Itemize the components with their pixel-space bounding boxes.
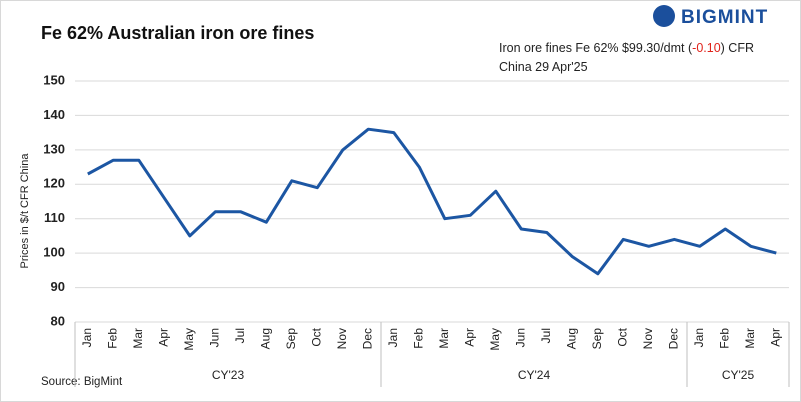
x-tick-label: Dec xyxy=(360,328,374,349)
x-tick-label: May xyxy=(488,328,502,351)
y-tick-label: 110 xyxy=(44,210,65,225)
x-tick-label: Jul xyxy=(233,328,247,343)
x-tick-label: Sep xyxy=(590,328,604,350)
x-tick-label: Mar xyxy=(131,328,145,349)
note-change: -0.10 xyxy=(692,41,721,55)
y-tick-label: 140 xyxy=(43,107,65,122)
x-tick-label: Feb xyxy=(717,328,731,349)
logo-text: BIGMINT xyxy=(681,7,769,28)
x-tick-label: Apr xyxy=(768,328,782,347)
x-tick-label: Apr xyxy=(462,328,476,347)
x-tick-label: Jul xyxy=(539,328,553,343)
x-tick-label: Apr xyxy=(156,328,170,347)
source: Source: BigMint xyxy=(41,376,123,388)
x-tick-label: Jun xyxy=(207,328,221,347)
x-group-label: CY'23 xyxy=(212,368,245,382)
x-tick-label: May xyxy=(182,328,196,351)
y-tick-label: 150 xyxy=(43,72,65,87)
x-tick-label: Nov xyxy=(641,328,655,349)
x-group-label: CY'25 xyxy=(722,368,755,382)
note-text: Iron ore fines Fe 62% $99.30/dmt ( xyxy=(499,41,693,55)
x-tick-label: Jan xyxy=(692,328,706,347)
x-tick-label: Aug xyxy=(564,328,578,349)
x-tick-label: Jun xyxy=(513,328,527,347)
x-tick-label: Dec xyxy=(666,328,680,349)
x-tick-label: Aug xyxy=(258,328,272,349)
x-tick-label: Feb xyxy=(411,328,425,349)
y-tick-label: 100 xyxy=(43,245,65,260)
logo-icon xyxy=(653,5,675,27)
x-tick-label: Mar xyxy=(437,328,451,349)
x-tick-label: Feb xyxy=(105,328,119,349)
price-note: Iron ore fines Fe 62% $99.30/dmt (-0.10)… xyxy=(499,39,789,77)
x-tick-label: Oct xyxy=(615,327,629,346)
y-tick-label: 90 xyxy=(51,279,65,294)
x-tick-label: Jan xyxy=(80,328,94,347)
y-tick-label: 120 xyxy=(43,176,65,191)
data-line xyxy=(87,127,777,276)
y-axis-label: Prices in $/t CFR China xyxy=(19,153,31,269)
x-group-label: CY'24 xyxy=(518,368,551,382)
chart-title: Fe 62% Australian iron ore fines xyxy=(41,23,315,43)
note-text: ) CFR China 29 Apr'25 xyxy=(499,41,754,74)
x-tick-label: Sep xyxy=(284,328,298,350)
y-tick-label: 80 xyxy=(51,313,65,328)
x-tick-label: Jan xyxy=(386,328,400,347)
logo: BIGMINT xyxy=(653,5,768,29)
x-tick-label: Oct xyxy=(309,327,323,346)
x-tick-label: Mar xyxy=(743,328,757,349)
y-tick-label: 130 xyxy=(43,141,65,156)
x-tick-label: Nov xyxy=(335,328,349,349)
